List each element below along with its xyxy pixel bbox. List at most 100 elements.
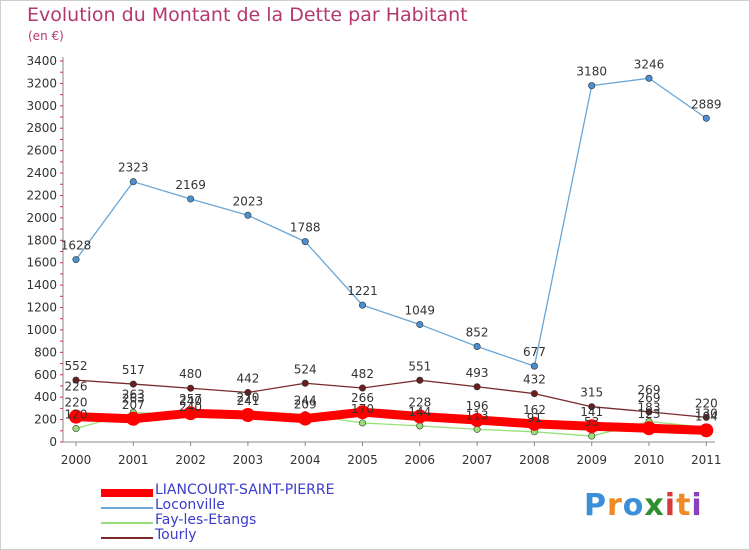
data-point: [298, 411, 313, 426]
data-label: 2169: [175, 178, 206, 192]
y-tick-label: 2000: [26, 211, 57, 225]
data-label: 113: [466, 408, 489, 422]
data-label: 551: [408, 359, 431, 373]
data-label: 3180: [576, 65, 607, 79]
data-label: 480: [179, 367, 202, 381]
y-tick-label: 800: [34, 345, 57, 359]
data-point: [588, 82, 596, 90]
y-tick-label: 3400: [26, 54, 57, 68]
data-point: [358, 384, 366, 392]
legend-label: Tourly: [155, 527, 197, 543]
legend-label: LIANCOURT-SAINT-PIERRE: [155, 482, 335, 498]
data-label: 196: [466, 399, 489, 413]
legend-label: Fay-les-Etangs: [155, 512, 257, 528]
data-label-extra: 263: [122, 388, 145, 402]
data-label: 482: [351, 367, 374, 381]
data-label: 220: [695, 396, 718, 410]
y-tick-label: 600: [34, 368, 57, 382]
data-point: [588, 432, 596, 440]
legend-label: Loconville: [155, 497, 225, 513]
data-label: 1788: [290, 221, 321, 235]
data-point: [358, 301, 366, 309]
data-point: [527, 416, 542, 431]
data-label: 162: [523, 403, 546, 417]
data-label: 524: [294, 362, 317, 376]
data-point: [187, 195, 195, 203]
y-tick-label: 2600: [26, 144, 57, 158]
data-label: 123: [638, 407, 661, 421]
data-point: [584, 419, 599, 434]
legend-swatch-tourly: [101, 537, 153, 539]
data-label: 315: [580, 386, 603, 400]
y-tick-label: 200: [34, 413, 57, 427]
data-label: 1049: [405, 303, 436, 317]
data-point: [244, 388, 252, 396]
logo-letter: i: [691, 488, 703, 523]
data-point: [69, 409, 83, 424]
data-point: [588, 403, 596, 411]
data-point: [702, 413, 710, 421]
data-label: 432: [523, 373, 546, 387]
data-label: 266: [351, 391, 374, 405]
x-tick-label: 2002: [175, 453, 206, 467]
data-point: [702, 114, 710, 122]
data-label-extra: 269: [638, 383, 661, 397]
y-tick-label: 1800: [26, 233, 57, 247]
data-label: 170: [351, 402, 374, 416]
data-label: 677: [523, 345, 546, 359]
series-line-tourly: [75, 379, 707, 418]
data-label: 120: [65, 408, 88, 422]
data-label: 183: [638, 400, 661, 414]
data-label: 240: [179, 394, 202, 408]
data-point: [645, 74, 653, 82]
data-label: 257: [179, 392, 202, 406]
x-tick-label: 2010: [634, 453, 665, 467]
data-label: 3246: [634, 57, 665, 71]
y-tick-label: 2200: [26, 188, 57, 202]
y-tick-label: 400: [34, 390, 57, 404]
chart-unit: (en €): [28, 29, 64, 43]
x-tick-label: 2011: [691, 453, 722, 467]
data-label: 442: [236, 371, 259, 385]
data-point: [416, 422, 424, 430]
data-label: 104: [695, 409, 718, 423]
logo-letter: r: [607, 488, 623, 523]
legend-swatch-liancourt: [101, 489, 153, 497]
data-point: [470, 413, 485, 428]
data-point: [416, 376, 424, 384]
data-point: [645, 408, 653, 416]
data-label: 552: [65, 359, 88, 373]
data-label: 91: [527, 411, 542, 425]
x-tick-label: 2001: [118, 453, 149, 467]
data-label-extra: 240: [179, 400, 202, 414]
data-point: [530, 390, 538, 398]
x-tick-label: 2005: [347, 453, 378, 467]
data-label: 2889: [691, 97, 722, 111]
y-tick-label: 1000: [26, 323, 57, 337]
x-tick-label: 2003: [233, 453, 264, 467]
data-point: [699, 423, 714, 438]
data-point: [244, 211, 252, 219]
data-point: [187, 384, 195, 392]
data-point: [240, 407, 255, 422]
y-tick-label: 0: [49, 435, 57, 449]
data-label: 1628: [61, 239, 92, 253]
x-tick-label: 2000: [61, 453, 92, 467]
data-point: [301, 238, 309, 246]
proxiti-logo: Proxiti: [584, 488, 703, 523]
chart-title: Evolution du Montant de la Dette par Hab…: [27, 4, 468, 26]
legend-swatch-loconville: [101, 507, 153, 509]
x-tick-label: 2009: [576, 453, 607, 467]
data-label: 244: [294, 394, 317, 408]
legend-swatch-fay: [101, 522, 153, 524]
data-label-extra: 226: [65, 380, 88, 394]
logo-letter: x: [644, 488, 665, 523]
data-point: [358, 419, 366, 427]
data-label: 263: [122, 392, 145, 406]
data-point: [183, 406, 198, 421]
x-tick-label: 2008: [519, 453, 550, 467]
data-label: 1221: [347, 284, 378, 298]
x-tick-label: 2007: [462, 453, 493, 467]
y-tick-label: 3000: [26, 99, 57, 113]
